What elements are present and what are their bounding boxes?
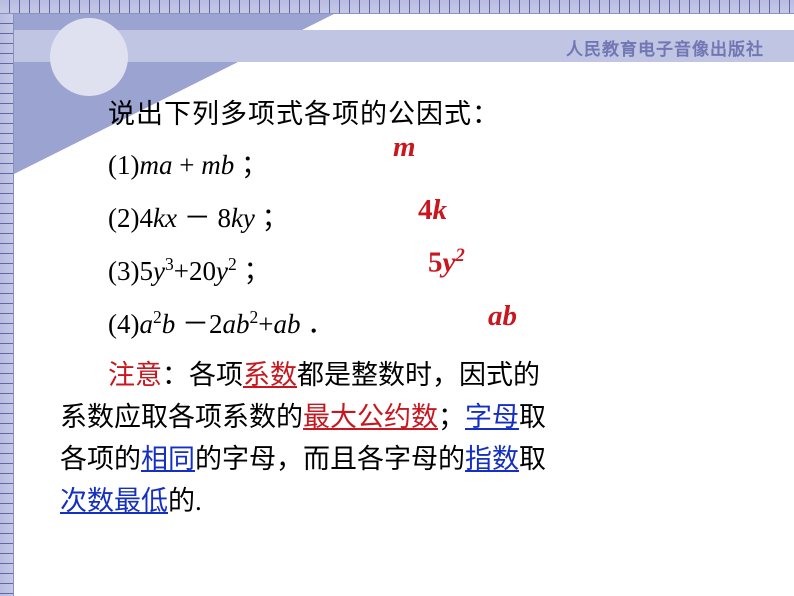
item-4-label: (4) [108,309,139,339]
item-3-answer: 5y2 [428,245,465,280]
item-2-label: (2) [108,203,139,233]
ruler-top [0,0,794,14]
note-t7: 的字母，而且各字母的 [195,444,465,474]
item-1: (1)ma + mb ； m [108,143,764,182]
note-t8: 取 [519,444,546,474]
note-k5: 指数 [465,444,519,474]
note-t9: 的. [168,486,202,516]
note-t3: 系数应取各项系数的 [60,402,303,432]
item-2: (2)4kx － 8ky ； 4k [108,196,764,235]
item-4: (4)a2b －2ab2+ab ． ab [108,302,764,341]
note-text: 注意：各项系数都是整数时，因式的 系数应取各项系数的最大公约数；字母取 各项的相… [60,355,764,522]
item-2-expr: 4kx － 8ky ； [139,203,288,233]
note-k4: 相同 [141,444,195,474]
note-k3: 字母 [465,402,519,432]
item-4-answer: ab [488,300,517,333]
note-t2: 都是整数时，因式的 [297,360,540,390]
header-band: 人民教育电子音像出版社 [14,30,794,62]
decorative-circle [50,18,128,96]
slide-content: 说出下列多项式各项的公因式： (1)ma + mb ； m (2)4kx － 8… [60,92,764,522]
item-2-answer: 4k [418,194,447,227]
note-k6: 次数最低 [60,486,168,516]
question-text: 说出下列多项式各项的公因式： [108,92,764,131]
item-1-answer: m [393,131,416,164]
item-1-expr: ma + mb ； [139,150,267,180]
ruler-left [0,14,14,596]
item-3-expr: 5y3+20y2 ； [139,256,270,286]
item-4-expr: a2b －2ab2+ab ． [139,309,334,339]
item-3: (3)5y3+20y2 ； 5y2 [108,249,764,288]
item-1-label: (1) [108,150,139,180]
note-t6: 各项的 [60,444,141,474]
note-t5: 取 [519,402,546,432]
note-k2: 最大公约数 [303,402,438,432]
note-t4: ； [438,402,465,432]
note-t1: ：各项 [162,360,243,390]
item-3-label: (3) [108,256,139,286]
publisher-text: 人民教育电子音像出版社 [566,35,764,60]
note-lead: 注意 [108,360,162,390]
note-k1: 系数 [243,360,297,390]
